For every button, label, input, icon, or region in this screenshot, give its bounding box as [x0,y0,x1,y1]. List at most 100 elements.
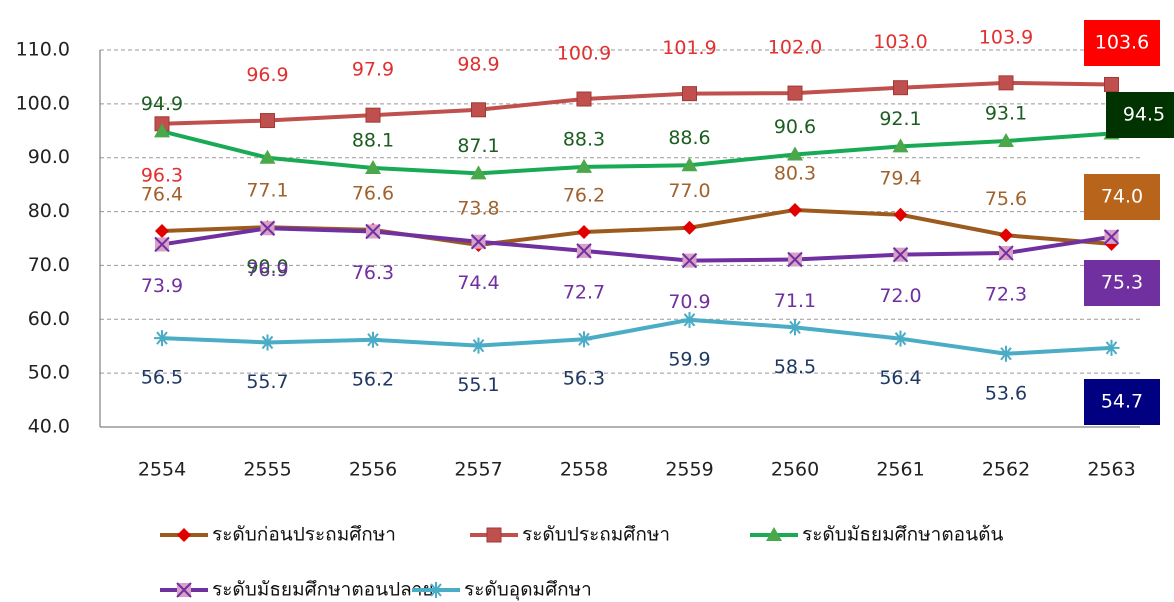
marker [470,165,487,180]
marker [682,220,697,235]
marker [155,223,169,238]
marker [154,236,170,253]
marker-cross [892,246,909,263]
value-label: 79.4 [879,167,921,189]
marker [577,225,591,240]
marker-cross [365,223,381,240]
marker-cross [154,236,170,253]
series-line [161,317,1112,356]
marker-cross [470,234,487,250]
marker-cross [259,220,276,236]
value-label: 94.5 [1123,104,1165,126]
legend-label: ระดับมัธยมศึกษาตอนปลาย [212,579,434,601]
y-tick-label: 60.0 [28,308,70,330]
value-label: 90.0 [246,256,288,278]
legend-label: ระดับประถมศึกษา [522,524,670,546]
x-tick-label: 2562 [982,459,1030,481]
value-label: 80.3 [774,162,816,184]
marker [892,330,909,347]
value-label: 72.7 [563,281,605,303]
marker [154,330,170,347]
value-label: 76.4 [141,183,183,205]
value-label: 88.1 [352,129,394,151]
x-tick-label: 2560 [771,459,819,481]
marker [576,158,592,173]
marker [471,102,486,118]
value-label: 75.6 [985,188,1027,210]
y-tick-label: 70.0 [28,254,70,276]
marker [365,331,381,348]
value-label: 54.7 [1101,391,1143,413]
marker [259,220,276,236]
marker [576,331,592,348]
marker [260,113,275,129]
value-label-box [1084,379,1160,425]
marker [787,251,803,268]
x-tick-label: 2559 [665,459,713,481]
marker [259,334,276,351]
marker [998,133,1014,148]
value-label: 96.9 [246,64,288,86]
marker [365,107,381,123]
legend-label: ระดับก่อนประถมศึกษา [212,524,396,546]
marker [892,246,909,263]
value-label: 55.7 [246,371,288,393]
marker [1104,76,1119,92]
marker [893,80,908,96]
value-label: 72.0 [879,285,921,307]
marker [681,311,698,328]
marker [1103,339,1120,356]
marker [681,157,698,172]
value-label: 101.9 [662,37,716,59]
value-label: 71.1 [774,290,816,312]
marker [259,149,276,164]
value-label: 75.3 [1101,272,1143,294]
marker [787,146,803,161]
marker [998,345,1014,362]
value-label: 56.3 [563,368,605,390]
value-label: 76.9 [246,259,288,281]
value-label: 103.6 [1095,32,1149,54]
value-label-box [1084,260,1160,306]
value-label: 102.0 [768,37,822,59]
marker [893,207,908,222]
value-label: 103.9 [979,26,1033,48]
value-label: 88.6 [668,127,710,149]
y-tick-label: 100.0 [16,92,70,114]
marker [470,234,487,250]
x-tick-label: 2554 [138,459,186,481]
marker [998,245,1014,261]
legend-label: ระดับมัธยมศึกษาตอนต้น [802,524,1003,546]
marker [365,159,381,174]
value-label-box [1084,174,1160,220]
y-tick-label: 90.0 [28,146,70,168]
x-tick-label: 2557 [454,459,502,481]
marker [576,243,592,259]
value-label: 103.0 [873,31,927,53]
value-label: 98.9 [457,53,499,75]
marker [787,319,803,336]
value-label: 56.5 [141,367,183,389]
marker-cross [176,582,192,598]
value-label: 70.9 [668,291,710,313]
value-label: 74.0 [1101,186,1143,208]
value-label: 90.6 [774,116,816,138]
marker [177,528,191,542]
marker [576,91,592,107]
value-label: 76.6 [352,182,394,204]
value-label: 76.3 [352,262,394,284]
value-label: 56.4 [879,367,921,389]
y-tick-label: 80.0 [28,200,70,222]
x-tick-label: 2556 [349,459,397,481]
value-label: 77.1 [246,180,288,202]
value-label: 92.1 [879,108,921,130]
marker [682,86,697,102]
series-line [161,226,1112,263]
marker [787,85,803,101]
value-label: 59.9 [668,348,710,370]
marker-cross [1103,229,1120,245]
value-label: 87.1 [457,135,499,157]
value-label: 88.3 [563,128,605,150]
x-tick-label: 2561 [876,459,924,481]
